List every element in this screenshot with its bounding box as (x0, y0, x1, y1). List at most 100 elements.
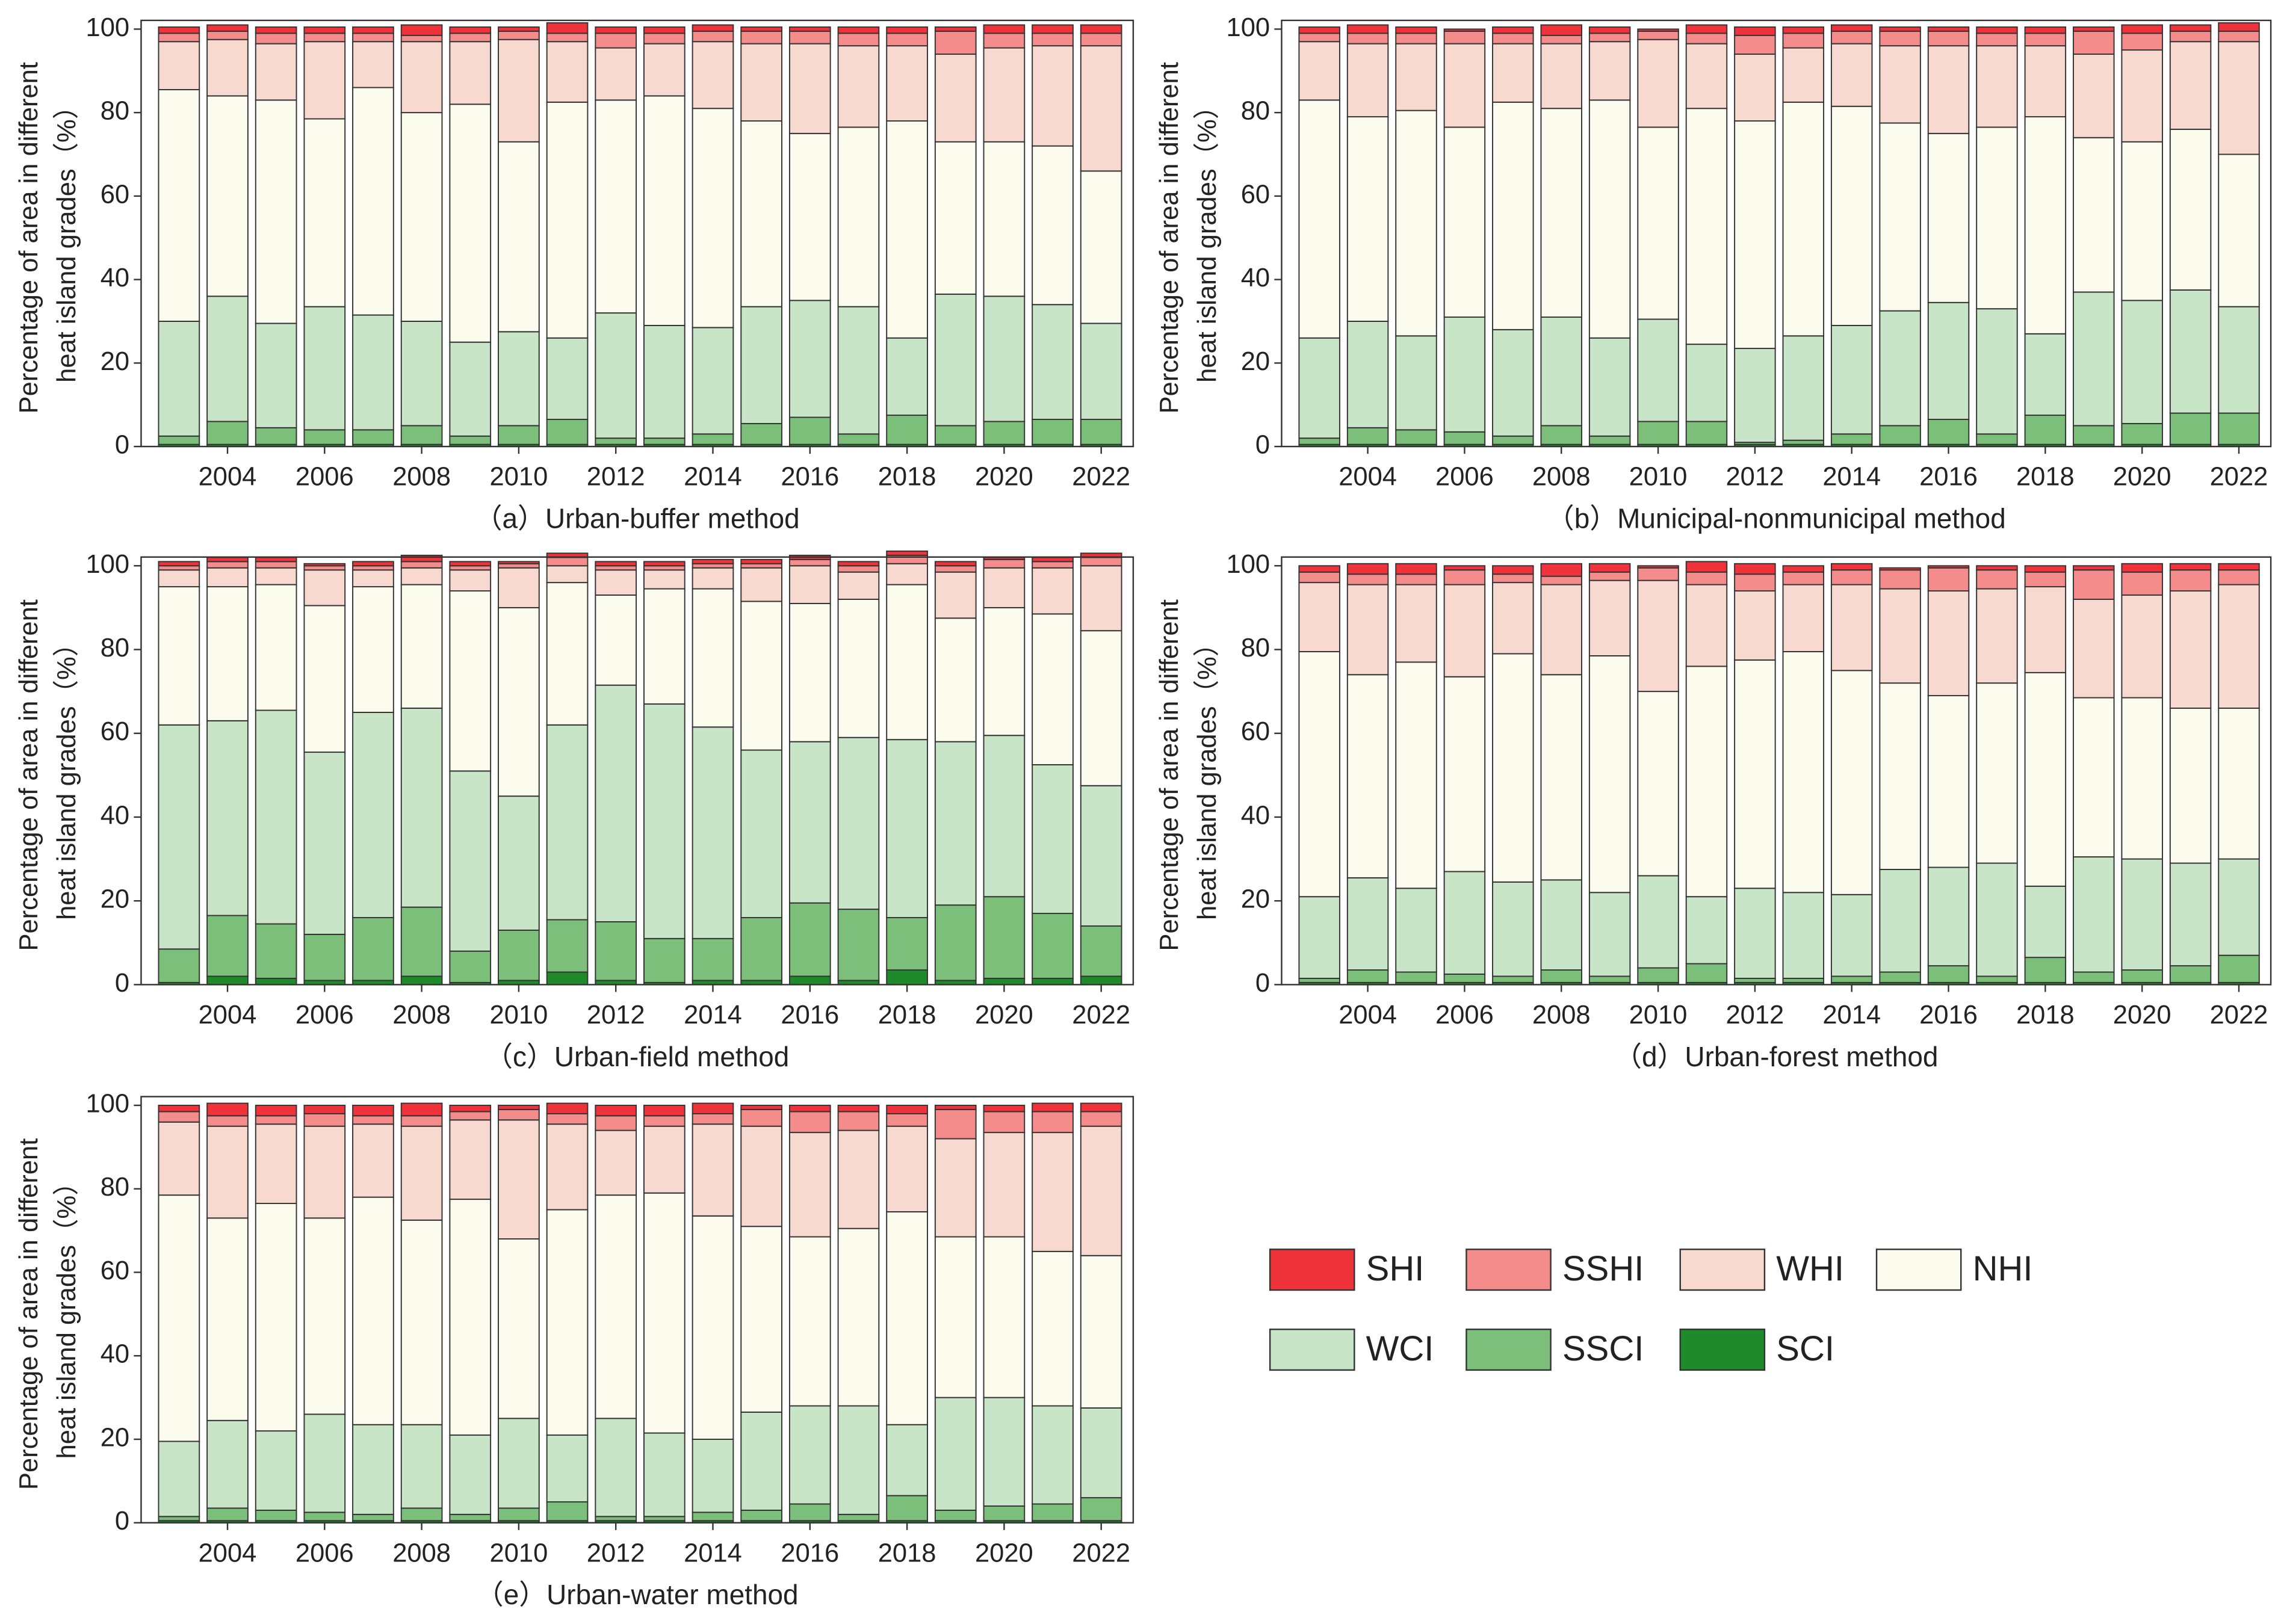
bar-segment (1443, 676, 1486, 872)
bar-segment (692, 1439, 734, 1513)
bar-segment (255, 43, 297, 101)
bar-segment (1782, 565, 1825, 573)
y-tick-label: 40 (101, 801, 129, 830)
bar-segment (1637, 567, 1679, 581)
bar-segment (934, 425, 977, 445)
bar-segment (449, 41, 492, 105)
bar-segment (692, 1123, 734, 1217)
legend-label: WCI (1366, 1329, 1434, 1368)
bar-segment (1927, 45, 1970, 134)
bar-segment (1298, 437, 1340, 445)
bar-segment (1080, 565, 1122, 632)
x-tick-label: 2018 (878, 463, 936, 492)
bar-segment (837, 1111, 880, 1131)
bar-segment (740, 26, 782, 32)
bar-segment (206, 557, 249, 563)
bar-segment (1588, 32, 1631, 43)
bar-segment (2169, 965, 2212, 983)
bar-segment (498, 561, 540, 564)
bar-segment (158, 1516, 200, 1522)
y-tick-label: 40 (101, 1340, 129, 1369)
bar-segment (255, 567, 297, 585)
bar-segment (2169, 128, 2212, 291)
bar-segment (303, 605, 346, 753)
bar-segment (498, 1108, 540, 1121)
bar-segment (352, 586, 394, 713)
bar-segment (1540, 108, 1582, 318)
bar-segment (2024, 415, 2067, 445)
bar-segment (692, 433, 734, 445)
bar-segment (837, 45, 880, 128)
bar-segment (400, 112, 443, 322)
x-tick-label: 2006 (1435, 463, 1494, 492)
bar-segment (2218, 858, 2260, 956)
y-tick-label: 80 (1241, 97, 1270, 126)
bar-segment (2218, 153, 2260, 307)
bar-segment (788, 1105, 831, 1113)
bar-segment (1976, 32, 2018, 47)
bar-segment (2121, 969, 2163, 983)
bar-segment (1782, 651, 1825, 894)
bar-segment (788, 1405, 831, 1505)
bar-segment (643, 95, 686, 326)
bar-segment (934, 741, 977, 906)
bar-segment (837, 433, 880, 445)
bar-segment (158, 561, 200, 567)
bar-segment (2073, 26, 2115, 32)
bar-segment (692, 937, 734, 981)
bar-segment (740, 1125, 782, 1227)
bar-segment (1927, 30, 1970, 47)
bar-segment (643, 588, 686, 705)
bar-segment (1540, 674, 1582, 881)
bar-segment (1782, 571, 1825, 585)
bar-segment (595, 47, 637, 101)
bar-segment (255, 978, 297, 986)
legend-label: WHI (1776, 1249, 1844, 1288)
y-tick-label: 100 (1227, 550, 1270, 579)
bar-segment (400, 1424, 443, 1509)
bar-segment (1395, 563, 1437, 575)
bar-segment (886, 32, 928, 47)
bar-segment (1298, 571, 1340, 584)
bar-segment (1830, 24, 1873, 32)
bar-segment (158, 1121, 200, 1196)
y-axis-label: heat island grades（%） (52, 93, 81, 383)
bar-segment (303, 1413, 346, 1513)
panel-caption: （d）Urban-forest method (1614, 1041, 1938, 1072)
x-tick-label: 2006 (296, 1001, 354, 1030)
bar-segment (983, 1505, 1026, 1522)
bar-segment (206, 975, 249, 986)
bar-segment (886, 969, 928, 986)
bar-segment (1032, 304, 1074, 420)
bar-segment (1976, 682, 2018, 864)
bar-segment (206, 720, 249, 916)
bar-segment (352, 87, 394, 316)
bar-segment (1927, 26, 1970, 32)
bar-segment (1976, 588, 2018, 684)
bar-segment (1298, 582, 1340, 652)
bar-segment (1685, 584, 1728, 667)
y-tick-label: 20 (1241, 347, 1270, 376)
bar-segment (2121, 594, 2163, 699)
bar-segment (255, 323, 297, 428)
x-tick-label: 2016 (781, 1539, 839, 1567)
bar-segment (2024, 957, 2067, 983)
bar-segment (352, 1115, 394, 1125)
bar-segment (837, 1405, 880, 1515)
bar-segment (886, 563, 928, 585)
bar-segment (934, 293, 977, 427)
bar-segment (546, 1123, 589, 1211)
bar-segment (2169, 590, 2212, 709)
bar-segment (1032, 1250, 1074, 1407)
x-tick-label: 2008 (1532, 463, 1591, 492)
bar-segment (1830, 563, 1873, 571)
bar-segment (1879, 45, 1921, 124)
x-tick-label: 2016 (1919, 463, 1978, 492)
bar-segment (1879, 682, 1921, 870)
bar-segment (740, 1411, 782, 1511)
bar-segment (2073, 856, 2115, 973)
bar-segment (1637, 126, 1679, 320)
bar-segment (983, 295, 1026, 422)
bar-segment (1637, 875, 1679, 969)
bar-segment (206, 586, 249, 721)
